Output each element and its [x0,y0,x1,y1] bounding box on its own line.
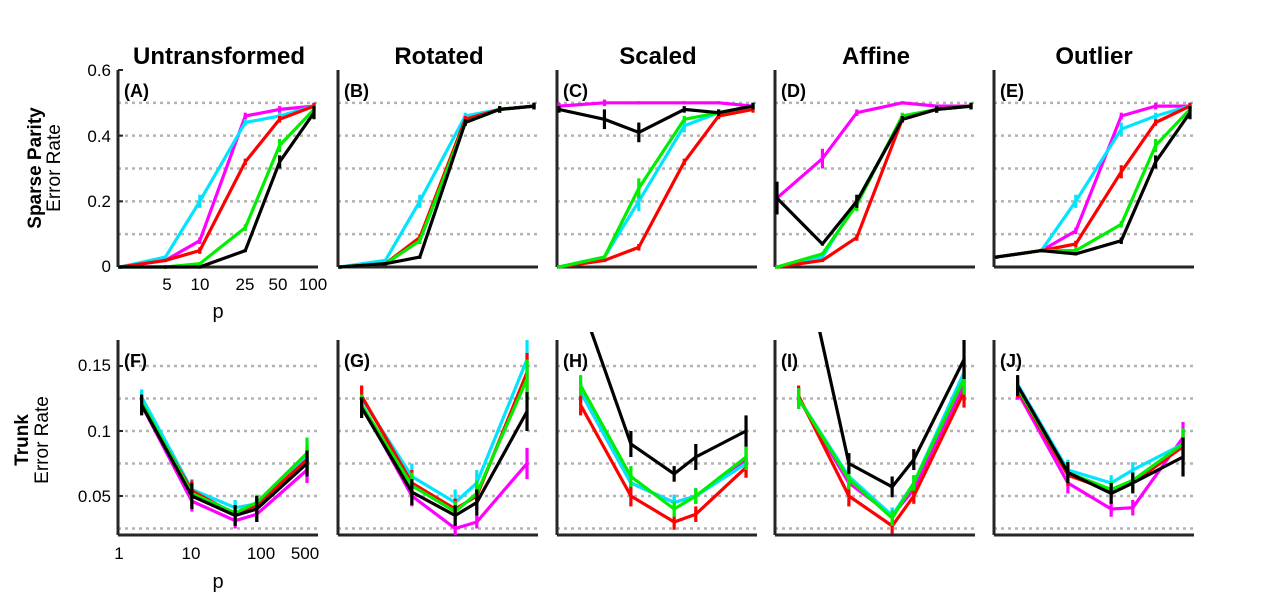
xtick-bottom-3: 500 [291,544,319,563]
panel-e: (E) [992,70,1194,269]
xtick-bottom-2: 100 [247,544,275,563]
panel-g: (G) [336,340,538,537]
panel-f: (F) [116,340,318,537]
column-title-untransformed: Untransformed [133,43,305,70]
panel-a: (A) [116,69,318,269]
ytick-bottom-1: 0.1 [87,422,111,441]
series-line-cyan [558,104,754,269]
panel-c: (C) [555,70,757,269]
series-line-red [119,104,315,269]
plot-area [994,102,1192,259]
xtick-bottom-1: 10 [182,544,201,563]
plot-area [360,340,529,535]
ytick-top-1: 0.2 [87,192,111,211]
xtick-top-1: 10 [191,275,210,294]
plot-area [557,99,755,269]
xtick-top-3: 50 [269,275,288,294]
row-label-trunk: Trunk [12,414,33,466]
series-line-black [558,104,754,134]
panel-label: (E) [1000,81,1024,101]
series-line-black [995,111,1192,259]
row-label-error-rate-top: Error Rate [44,124,65,212]
ytick-top-3: 0.6 [87,61,111,80]
column-title-affine: Affine [842,43,910,70]
plot-area [1016,375,1185,517]
plot-area [579,332,748,530]
ytick-bottom-2: 0.15 [78,356,111,375]
column-title-outlier: Outlier [1055,43,1132,70]
plot-area [140,389,309,529]
series-line-green [339,104,535,269]
series-line-cyan [119,104,315,269]
series-line-red [140,404,309,516]
column-titles: Untransformed Rotated Scaled Affine Outl… [133,43,1133,70]
panel-j: (J) [992,340,1194,537]
panel-label: (A) [124,81,149,101]
ytick-bottom-0: 0.05 [78,487,111,506]
ytick-top-2: 0.4 [87,127,111,146]
series-line-red [339,104,535,269]
panel-label: (J) [1000,351,1022,371]
series-line-black [140,404,309,518]
column-title-rotated: Rotated [394,43,483,70]
series-line-green [558,104,754,269]
series-line-magenta [1016,391,1185,511]
series-line-red [360,371,529,511]
axis-ticks-text: 0 0.2 0.4 0.6 5 10 25 50 100 p 0.05 0.1 … [78,61,327,593]
xtick-top-2: 25 [236,275,255,294]
series-line-green [120,108,316,269]
plot-area [775,101,973,269]
plot-area [797,332,966,534]
series-line-red [558,107,754,269]
series-line-black [818,332,966,489]
ytick-top-0: 0 [102,257,111,276]
panel-h: (H) [555,332,757,537]
panels: (A) (B) (C) (D) (E) (F) (G) (H) (I) (J) [116,69,1194,537]
series-line-green [776,104,972,269]
panel-label: (H) [563,351,588,371]
series-line-black [120,111,316,269]
panel-label: (C) [563,81,588,101]
plot-area [338,102,536,269]
xtick-top-4: 100 [299,275,327,294]
series-line-magenta [339,104,535,269]
panel-label: (I) [781,351,798,371]
series-line-black [775,104,972,246]
xtick-top-0: 5 [162,275,171,294]
row-labels: Sparse Parity Error Rate Trunk Error Rat… [12,107,65,484]
series-line-magenta [775,101,971,200]
series-line-magenta [558,101,754,108]
series-line-magenta [119,104,315,269]
panel-b: (B) [336,70,538,269]
series-line-cyan [339,104,535,269]
row-label-error-rate-bottom: Error Rate [32,396,53,484]
panel-i: (I) [773,332,975,537]
series-line-black [339,104,535,269]
series-line-cyan [776,104,972,269]
xtick-bottom-0: 1 [114,544,123,563]
panel-d: (D) [773,70,975,269]
series-line-red [776,104,972,269]
panel-label: (G) [344,351,370,371]
xlabel-top: p [212,301,223,323]
plot-area [118,102,316,269]
panel-label: (D) [781,81,806,101]
xlabel-bottom: p [212,571,223,593]
panel-label: (B) [344,81,369,101]
row-label-sparse-parity: Sparse Parity [25,107,46,229]
column-title-scaled: Scaled [619,43,696,70]
panel-label: (F) [124,351,147,371]
